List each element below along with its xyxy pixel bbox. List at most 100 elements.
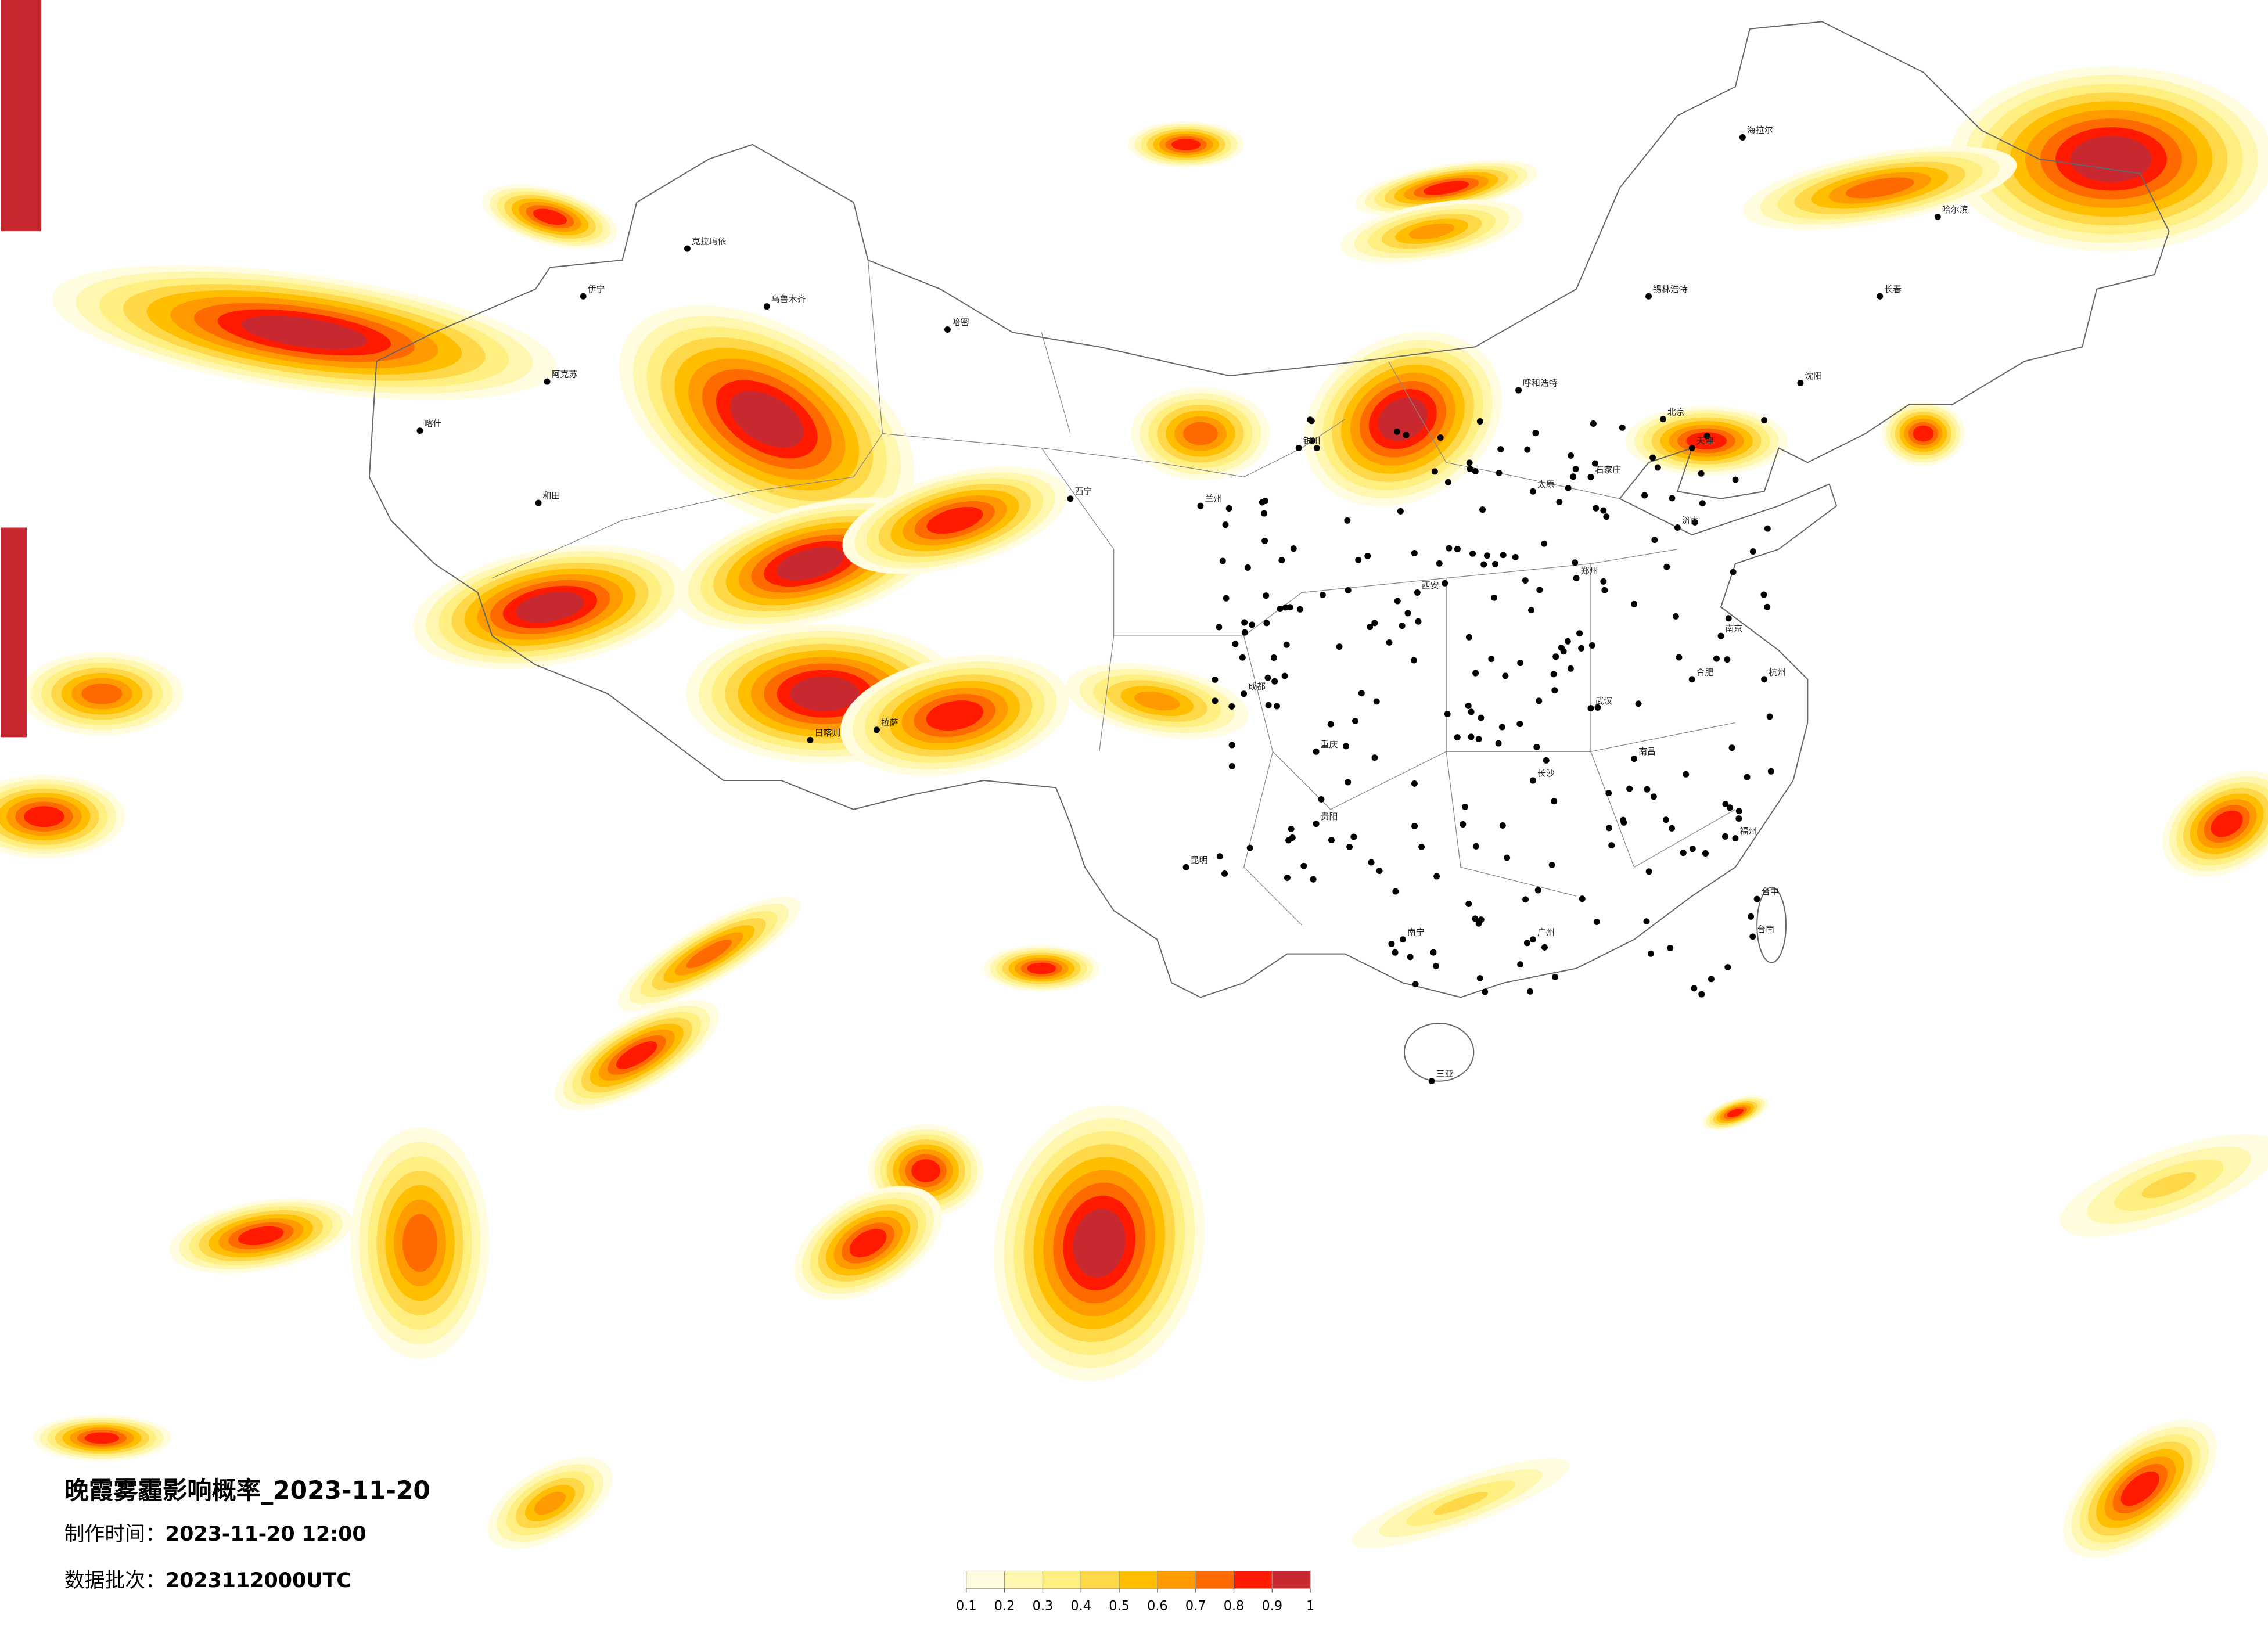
made-label: 制作时间：: [64, 1523, 166, 1546]
city-dot: [1524, 446, 1531, 453]
city-dot: [1313, 748, 1320, 755]
city-dot: [1541, 540, 1548, 547]
city-dot: [1295, 445, 1302, 452]
city-dot: [1428, 1078, 1435, 1085]
city-dot: [1482, 988, 1489, 995]
city-dot: [1732, 476, 1739, 483]
city-label: 天津: [1696, 436, 1714, 446]
city-dot: [1495, 740, 1502, 747]
city-dot: [1392, 888, 1399, 895]
city-label: 长沙: [1537, 768, 1555, 779]
city-dot: [1399, 623, 1406, 629]
city-dot: [1373, 698, 1380, 705]
city-dot: [1767, 768, 1774, 775]
city-dot: [1479, 506, 1486, 513]
city-dot: [1446, 545, 1453, 552]
city-dot: [1223, 595, 1230, 602]
city-dot: [1465, 702, 1472, 709]
city-dot: [1735, 808, 1742, 815]
city-dot: [1761, 676, 1768, 683]
city-dot: [1478, 916, 1485, 923]
city-label: 台南: [1757, 924, 1774, 934]
legend-tick-label: 0.3: [1033, 1599, 1054, 1614]
city-dot: [1600, 578, 1607, 585]
city-label: 武汉: [1595, 696, 1612, 706]
city-dot: [1766, 713, 1773, 720]
city-dot: [1516, 721, 1523, 728]
city-dot: [1644, 786, 1651, 793]
haze-patch: [1423, 181, 1469, 195]
city-dot: [1651, 537, 1658, 544]
city-dot: [1522, 577, 1529, 584]
city-dot: [1467, 466, 1473, 473]
haze-patch: [1913, 425, 1934, 442]
city-dot: [1649, 454, 1656, 461]
haze-patch: [84, 1432, 120, 1444]
city-dot: [1352, 717, 1358, 724]
city-label: 兰州: [1205, 494, 1222, 504]
legend-tick-label: 0.5: [1109, 1599, 1130, 1614]
city-label: 银川: [1303, 436, 1321, 446]
city-dot: [1313, 821, 1320, 828]
city-dot: [1934, 213, 1941, 220]
haze-patch: [849, 1228, 887, 1257]
legend-swatch: [1042, 1570, 1081, 1589]
city-dot: [1472, 468, 1479, 475]
city-dot: [1318, 796, 1325, 803]
city-dot: [1541, 944, 1548, 951]
city-dot: [1529, 936, 1536, 943]
city-dot: [1246, 844, 1253, 851]
city-dot: [1515, 387, 1522, 394]
city-label: 阿克苏: [551, 369, 577, 380]
city-dot: [1674, 524, 1681, 531]
city-dot: [1468, 733, 1475, 740]
city-dot: [1713, 655, 1720, 662]
city-dot: [1663, 563, 1670, 570]
city-dot: [1603, 513, 1610, 520]
city-dot: [1367, 624, 1374, 631]
city-label: 克拉玛依: [692, 236, 727, 247]
city-dot: [1572, 559, 1579, 566]
city-dot: [1288, 826, 1295, 833]
city-dot: [544, 378, 551, 385]
city-dot: [1212, 676, 1219, 683]
city-dot: [1308, 418, 1315, 425]
city-dot: [1263, 592, 1270, 599]
city-dot: [1558, 644, 1565, 651]
city-dot: [1620, 816, 1627, 823]
city-dot: [1691, 985, 1698, 992]
city-dot: [1590, 420, 1597, 427]
city-dot: [1659, 416, 1666, 423]
city-dot: [1572, 466, 1579, 473]
city-dot: [1498, 724, 1505, 731]
city-dot: [1225, 505, 1232, 512]
city-dot: [1472, 670, 1479, 677]
city-dot: [1241, 690, 1248, 697]
haze-patch: [1, 527, 27, 738]
made-value: 2023-11-20 12:00: [166, 1523, 366, 1546]
city-dot: [1310, 876, 1317, 883]
haze-patch: [1433, 1492, 1488, 1515]
city-dot: [1411, 657, 1418, 664]
city-dot: [1626, 785, 1633, 792]
city-dot: [1228, 742, 1235, 749]
city-dot: [1437, 434, 1444, 441]
city-dot: [1744, 774, 1751, 780]
city-dot: [1748, 913, 1755, 920]
haze-patch: [24, 806, 64, 828]
city-dot: [1500, 552, 1507, 559]
city-dot: [1565, 484, 1572, 491]
city-label: 广州: [1537, 927, 1555, 937]
city-dot: [1404, 610, 1411, 617]
city-dot: [1454, 734, 1461, 741]
city-dot: [1418, 843, 1425, 850]
city-dot: [1698, 991, 1705, 998]
city-dot: [1346, 843, 1353, 850]
city-dot: [1244, 564, 1251, 571]
city-dot: [944, 326, 951, 333]
legend-tick-label: 0.2: [994, 1599, 1015, 1614]
city-dot: [1283, 641, 1290, 648]
city-dot: [1578, 645, 1585, 652]
city-dot: [1600, 507, 1607, 514]
